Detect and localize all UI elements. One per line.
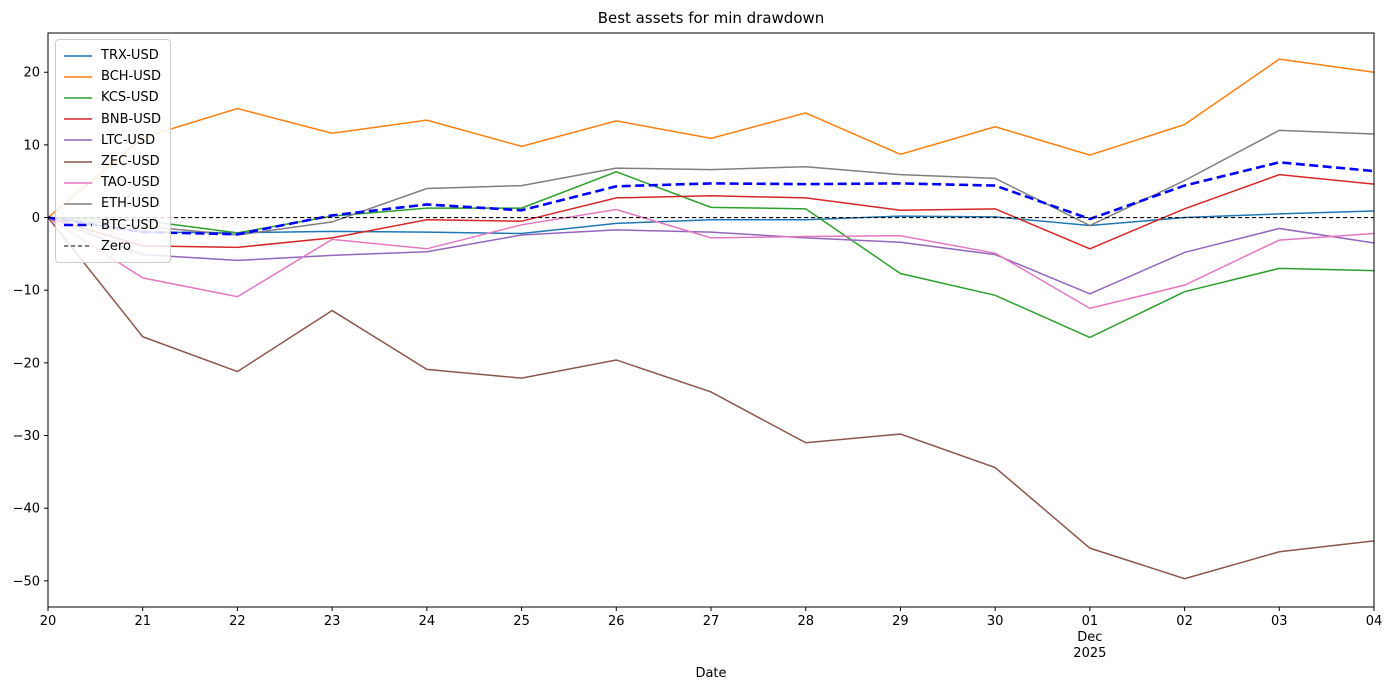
legend-item-ltc-usd: LTC-USD [64, 130, 162, 151]
legend-label: TAO-USD [101, 175, 160, 191]
legend-item-trx-usd: TRX-USD [64, 45, 162, 66]
x-tick-label: 24 [419, 614, 436, 629]
x-tick-label: 22 [229, 614, 246, 629]
x-tick-label: 20 [40, 614, 57, 629]
x-axis-title: Date [695, 666, 726, 681]
legend-line-sample [64, 203, 92, 205]
legend-label: BCH-USD [101, 69, 162, 85]
legend-item-tao-usd: TAO-USD [64, 172, 162, 193]
x-tick-label: 27 [703, 614, 720, 629]
y-tick-label: −50 [13, 574, 40, 589]
series-line-kcs-usd [47, 170, 1375, 339]
legend-item-bch-usd: BCH-USD [64, 66, 162, 87]
legend-line-sample [64, 160, 92, 163]
legend-item-eth-usd: ETH-USD [64, 193, 162, 214]
x-tick-label: 28 [797, 614, 814, 629]
legend-item-btc-usd: BTC-USD [64, 215, 162, 236]
y-tick-label: −30 [13, 429, 40, 444]
legend-label: ETH-USD [101, 196, 160, 212]
series-line-bnb-usd [47, 173, 1375, 250]
series-line-trx-usd [47, 210, 1375, 235]
y-tick-label: −20 [13, 356, 40, 371]
axes-border [47, 32, 1375, 608]
y-tick-label: 10 [23, 138, 40, 153]
legend-label: LTC-USD [101, 132, 156, 148]
x-tick-label: 02 [1176, 614, 1193, 629]
legend-label: KCS-USD [101, 90, 159, 106]
x-tick-label: 21 [134, 614, 151, 629]
chart-title: Best assets for min drawdown [598, 9, 825, 27]
series-line-tao-usd [47, 208, 1375, 310]
legend-label: Zero [101, 238, 131, 254]
x-tick-label: 03 [1271, 614, 1288, 629]
x-tick-label: 25 [513, 614, 530, 629]
legend-label: BNB-USD [101, 111, 162, 127]
y-tick-label: 20 [23, 66, 40, 81]
legend-line-sample [64, 139, 92, 142]
x-tick-label: 30 [987, 614, 1004, 629]
legend-line-sample [64, 97, 92, 99]
legend-label: ZEC-USD [101, 154, 160, 170]
series-line-btc-usd [47, 161, 1375, 236]
y-tick-label: −10 [13, 284, 40, 299]
x-tick-label: 04 [1366, 614, 1383, 629]
legend-line-sample [64, 223, 92, 227]
y-tick-label: −40 [13, 502, 40, 517]
legend-item-kcs-usd: KCS-USD [64, 87, 162, 108]
legend-line-sample [64, 181, 92, 184]
legend-item-bnb-usd: BNB-USD [64, 109, 162, 130]
series-line-zec-usd [47, 217, 1375, 580]
x-tick-label: 26 [608, 614, 625, 629]
legend-line-sample [64, 118, 92, 120]
legend-item-zero: Zero [64, 236, 162, 257]
series-line-bch-usd [47, 58, 1375, 219]
legend-item-zec-usd: ZEC-USD [64, 151, 162, 172]
x-tick-label: 23 [324, 614, 341, 629]
legend-box: TRX-USD BCH-USD KCS-USD BNB-USD LTC-USD ZEC-U… [55, 39, 171, 263]
legend-line-sample [64, 76, 92, 78]
legend-label: TRX-USD [101, 48, 159, 64]
series-lines-group [47, 58, 1375, 580]
x-sublabel: Dec [1077, 630, 1102, 645]
y-axis-ticks: 20 10 0 −10 −20 −30 −40 −50 [13, 66, 48, 589]
x-tick-label: 01 [1082, 614, 1099, 629]
y-tick-label: 0 [32, 211, 40, 226]
x-tick-label: 29 [892, 614, 909, 629]
series-line-ltc-usd [47, 216, 1375, 295]
legend-line-sample [64, 245, 92, 247]
legend-line-sample [64, 54, 92, 57]
legend-label: BTC-USD [101, 217, 159, 233]
x-sublabel: 2025 [1073, 646, 1106, 661]
